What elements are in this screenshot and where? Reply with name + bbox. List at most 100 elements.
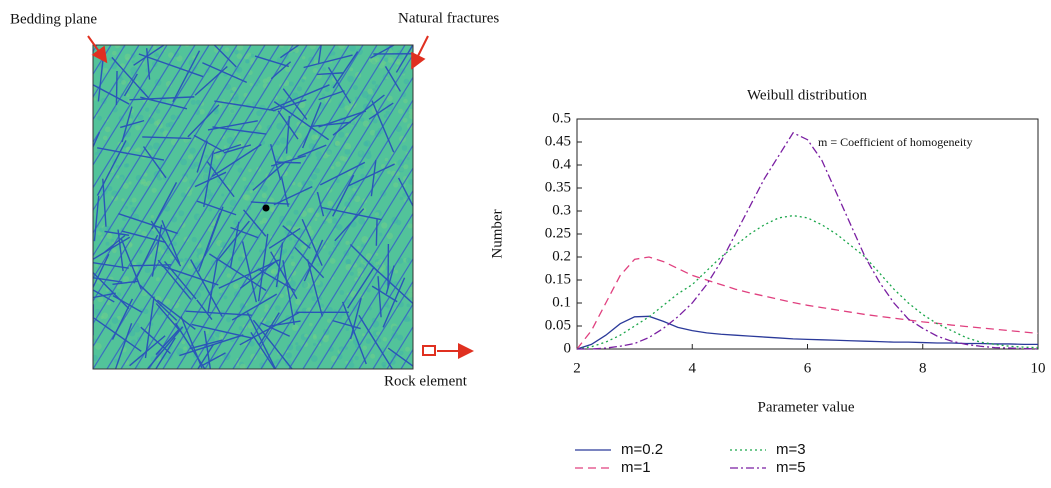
texture <box>288 81 294 87</box>
texture <box>101 312 109 319</box>
natural-fracture <box>139 284 178 321</box>
natural-fracture <box>371 100 395 153</box>
natural-fracture <box>312 121 351 127</box>
texture <box>105 241 110 246</box>
natural-fracture <box>370 159 377 197</box>
texture <box>230 90 234 94</box>
texture <box>131 60 135 64</box>
texture <box>347 75 354 83</box>
texture <box>223 295 228 300</box>
natural-fracture <box>375 219 378 246</box>
natural-fracture <box>275 161 301 164</box>
natural-fracture <box>216 220 250 262</box>
texture <box>386 232 394 240</box>
bedding-plane <box>0 45 13 369</box>
texture <box>385 76 389 80</box>
texture <box>399 196 404 201</box>
texture <box>301 78 305 83</box>
bedding-plane <box>0 45 83 369</box>
x-tick-label: 6 <box>804 360 812 376</box>
bedding-plane <box>0 45 27 369</box>
texture <box>316 262 320 267</box>
natural-fracture <box>203 150 215 207</box>
texture <box>397 334 404 341</box>
natural-fracture <box>93 292 116 299</box>
natural-fracture <box>146 326 184 369</box>
texture <box>94 342 102 350</box>
texture <box>191 236 197 243</box>
texture <box>196 247 203 254</box>
natural-fracture <box>387 347 413 367</box>
natural-fracture <box>120 237 142 290</box>
texture <box>114 45 121 49</box>
natural-fracture <box>297 144 327 158</box>
texture <box>335 161 341 167</box>
natural-fracture <box>161 220 181 264</box>
texture <box>397 159 405 166</box>
natural-fracture <box>189 339 223 350</box>
texture <box>382 337 388 342</box>
texture <box>285 352 293 359</box>
texture <box>112 50 117 56</box>
texture <box>195 99 201 105</box>
natural-fracture <box>334 208 365 242</box>
texture <box>219 290 223 294</box>
natural-fracture <box>371 285 398 303</box>
natural-fracture <box>275 242 284 288</box>
texture <box>238 256 243 262</box>
texture <box>374 212 380 217</box>
y-tick-label: 0.3 <box>552 202 571 218</box>
texture <box>366 287 371 293</box>
natural-fracture <box>196 140 208 173</box>
texture <box>236 45 244 51</box>
bedding-plane <box>190 45 392 369</box>
texture <box>360 173 365 178</box>
natural-fracture <box>164 260 197 300</box>
natural-fracture <box>203 330 212 369</box>
texture <box>155 277 160 282</box>
texture <box>290 261 296 267</box>
texture <box>381 222 388 229</box>
texture <box>281 248 288 254</box>
natural-fracture <box>349 297 362 340</box>
natural-fracture <box>368 102 394 120</box>
texture <box>293 209 299 215</box>
texture <box>107 185 113 192</box>
texture <box>360 117 365 122</box>
texture <box>129 202 133 206</box>
bedding-plane <box>93 45 210 235</box>
texture <box>144 267 151 274</box>
chart-title: Weibull distribution <box>747 87 868 103</box>
natural-fracture <box>294 246 325 279</box>
bedding-plane <box>541 45 741 369</box>
texture <box>362 333 366 337</box>
texture <box>314 218 318 222</box>
natural-fracture <box>332 174 355 217</box>
texture <box>279 293 284 298</box>
texture <box>316 157 320 161</box>
texture <box>317 208 322 213</box>
texture <box>349 45 356 52</box>
texture <box>111 317 119 324</box>
texture <box>206 189 212 194</box>
texture <box>97 115 102 121</box>
natural-fracture <box>282 225 311 249</box>
injection-point <box>262 204 270 212</box>
texture <box>155 108 161 114</box>
texture <box>402 117 408 123</box>
bedding-plane <box>93 45 238 280</box>
natural-fracture <box>93 84 130 105</box>
natural-fracture <box>156 299 196 330</box>
texture <box>402 192 407 197</box>
natural-fracture <box>155 328 180 356</box>
texture <box>179 258 184 263</box>
texture <box>244 194 251 201</box>
texture <box>293 47 299 53</box>
texture <box>360 259 364 263</box>
natural-fracture <box>120 119 145 129</box>
texture <box>298 101 306 109</box>
texture <box>184 277 190 283</box>
texture <box>312 67 318 74</box>
natural-fracture <box>272 99 307 112</box>
